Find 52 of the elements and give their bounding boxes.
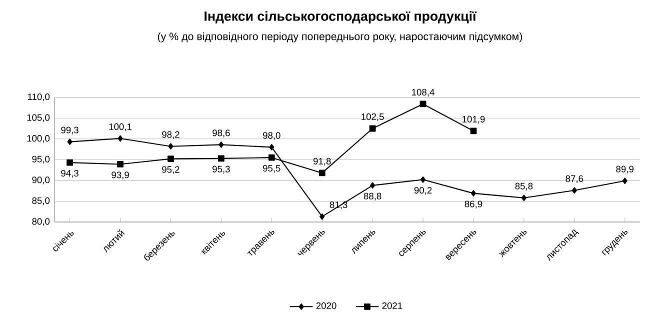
point: [117, 161, 124, 168]
data-label: 100,1: [109, 123, 132, 132]
data-label: 90,2: [414, 186, 432, 195]
data-label: 101,9: [462, 116, 485, 124]
point: [168, 156, 174, 162]
data-label: 86,9: [464, 200, 482, 208]
y-tick-label: 90,0: [32, 176, 50, 184]
data-label: 89,9: [616, 166, 634, 174]
data-label: 95,2: [162, 166, 180, 174]
point: [218, 141, 224, 148]
point: [269, 144, 274, 150]
data-label: 95,5: [263, 164, 280, 173]
data-label: 99,3: [61, 126, 78, 134]
data-label: 108,4: [412, 88, 434, 97]
y-tick-label: 85,0: [32, 197, 50, 206]
chart-subtitle: (у % до відповідного періоду попереднього року, наростаючим підсумком): [158, 32, 522, 42]
legend-label: 2020: [316, 302, 336, 309]
data-label: 94,3: [61, 170, 78, 178]
data-label: 87,6: [566, 175, 584, 184]
data-label: 85,8: [515, 182, 533, 191]
point: [369, 125, 376, 132]
point: [470, 128, 477, 134]
point: [420, 176, 426, 183]
y-tick-label: 80,0: [32, 218, 50, 226]
point: [470, 190, 476, 197]
data-label: 91,8: [313, 158, 331, 166]
chart-title: Індекси сільськогосподарської продукції: [204, 11, 477, 24]
y-tick-label: 110,0: [28, 93, 50, 102]
point: [420, 100, 426, 108]
point: [370, 182, 376, 189]
point: [572, 187, 577, 194]
data-label: 98,2: [162, 131, 180, 139]
y-tick-label: 95,0: [32, 156, 50, 164]
point: [622, 178, 628, 184]
point: [66, 159, 74, 166]
point: [118, 135, 123, 142]
point: [320, 213, 325, 220]
data-label: 102,5: [362, 113, 384, 122]
y-tick-label: 105,0: [27, 114, 50, 122]
point: [318, 170, 326, 176]
point: [168, 143, 174, 150]
data-label: 98,0: [263, 132, 280, 140]
point: [218, 155, 224, 162]
data-label: 98,6: [212, 130, 230, 138]
y-tick-label: 100,0: [27, 135, 50, 143]
point: [521, 194, 526, 202]
legend-label: 2021: [382, 302, 402, 309]
data-label: 88,8: [364, 192, 382, 201]
data-label: 93,9: [112, 172, 129, 180]
point: [268, 154, 275, 161]
point: [67, 138, 72, 145]
data-label: 95,3: [212, 166, 230, 174]
